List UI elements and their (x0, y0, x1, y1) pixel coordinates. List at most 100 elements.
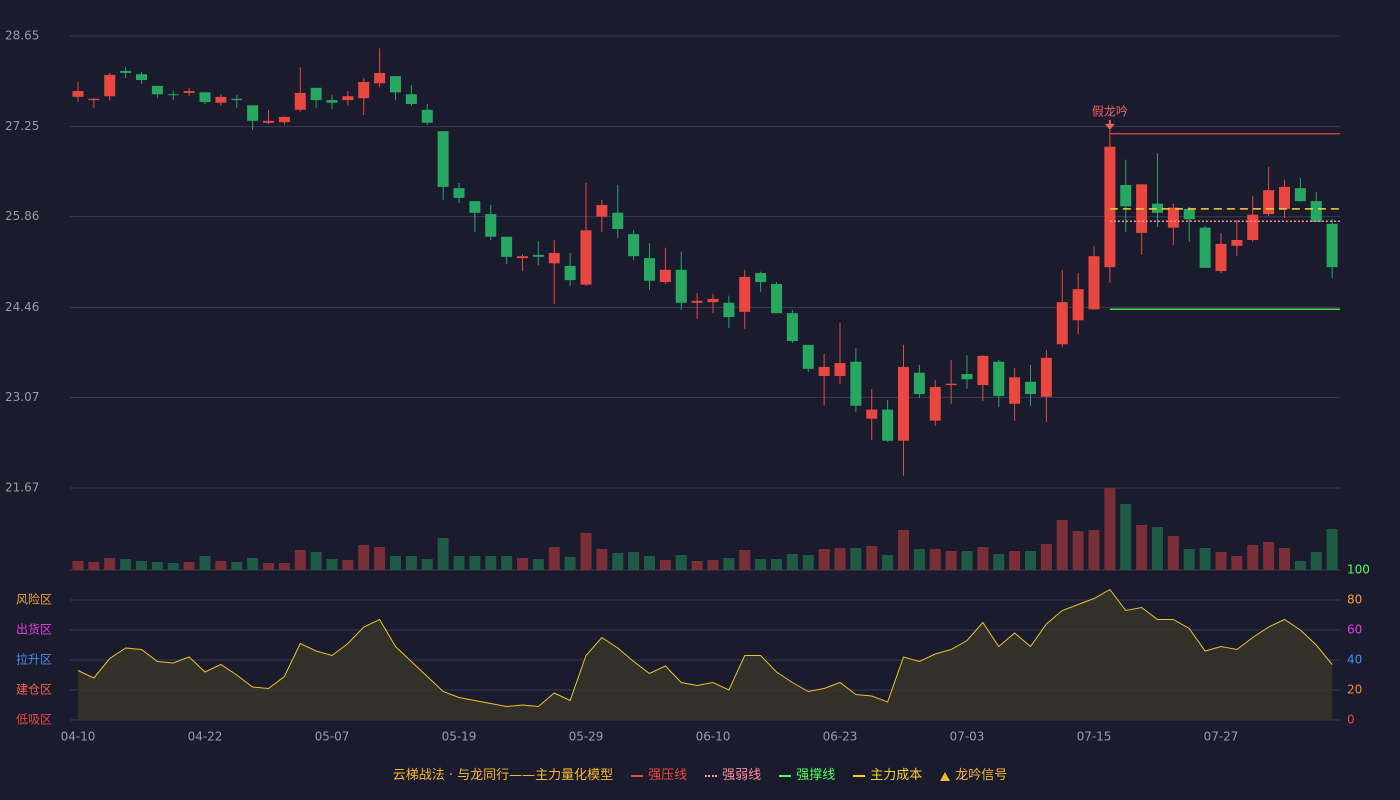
volume-bar (374, 547, 386, 570)
x-tick-label: 05-29 (569, 730, 604, 744)
candle-body (802, 344, 814, 369)
candle-body (199, 92, 211, 103)
indicator-line (77, 588, 1333, 708)
volume-bar (898, 530, 909, 570)
volume-bar (548, 547, 560, 570)
legend-swatch (853, 775, 866, 777)
volume-bar (532, 559, 544, 570)
candle-body (675, 269, 687, 303)
candle-body (120, 70, 132, 73)
volume-bar (675, 555, 687, 570)
volume-bar (1326, 529, 1338, 570)
zone-label: 风险区 (16, 592, 52, 607)
candle-body (294, 92, 306, 110)
candle-body (1025, 381, 1036, 395)
volume-bar (358, 545, 370, 570)
volume-bar (1199, 548, 1211, 570)
candle-body (771, 284, 782, 314)
volume-bar (564, 557, 576, 570)
candle-body (1231, 239, 1243, 246)
volume-bar (167, 563, 179, 570)
volume-bar (786, 554, 798, 570)
candle-body (151, 85, 163, 95)
candle-body (215, 96, 227, 103)
volume-bar (263, 563, 274, 570)
signal-arrow (1104, 123, 1115, 130)
candle-body (1088, 256, 1100, 310)
volume-bar (913, 549, 925, 570)
volume-bar (215, 561, 227, 570)
y-tick-label: 21.67 (5, 481, 39, 495)
x-tick-label: 07-27 (1204, 730, 1239, 744)
y-tick-label: 100 (1347, 563, 1370, 577)
candle-body (1294, 188, 1306, 202)
volume-bar (866, 546, 878, 570)
candle-body (167, 94, 179, 96)
volume-bar (1072, 531, 1084, 570)
candle-body (374, 72, 386, 84)
candle-body (993, 361, 1005, 397)
volume-bar (151, 562, 163, 570)
volume-bar (501, 556, 513, 570)
x-tick-label: 06-10 (696, 730, 731, 744)
volume-bar (1294, 561, 1306, 570)
candle-body (580, 230, 592, 285)
candle-body (1009, 377, 1021, 404)
candle-body (469, 201, 481, 213)
volume-bar (405, 556, 417, 570)
zone-label: 低吸区 (16, 713, 52, 727)
candle-body (596, 205, 608, 217)
candle-body (929, 386, 941, 421)
volume-bar (1263, 542, 1275, 570)
candle-body (659, 269, 671, 283)
candle-body (1215, 243, 1227, 272)
volume-bar (199, 556, 211, 570)
legend-swatch (940, 771, 951, 781)
candle-body (961, 374, 973, 380)
candle-body (1120, 184, 1132, 207)
volume-bar (390, 556, 401, 570)
candle-body (72, 91, 84, 97)
legend-label: 强撑线 (796, 768, 836, 783)
candle-body (755, 273, 767, 283)
legend-item: 强弱线 (705, 766, 761, 786)
zone-label: 出货区 (16, 622, 52, 637)
volume-bar (120, 559, 132, 570)
volume-bar (437, 538, 449, 570)
volume-bar (421, 559, 433, 570)
candle-body (1310, 201, 1322, 222)
zone-label: 拉升区 (16, 652, 52, 667)
candle-body (564, 265, 576, 281)
candle-body (1056, 302, 1068, 345)
volume-bar (1215, 552, 1227, 570)
candle-body (1263, 190, 1275, 215)
y-tick-label: 40 (1347, 653, 1362, 667)
candle-body (548, 252, 560, 264)
legend-swatch (631, 775, 644, 777)
candle-body (405, 94, 417, 104)
candle-body (882, 409, 894, 441)
volume-bar (1136, 525, 1148, 570)
y-tick-label: 60 (1347, 623, 1362, 637)
candle-body (231, 98, 243, 101)
volume-bar (723, 558, 735, 570)
y-tick-label: 24.46 (5, 300, 39, 314)
volume-bar (342, 560, 354, 570)
candle-body (532, 254, 544, 257)
candle-body (88, 98, 100, 101)
candle-body (390, 76, 401, 93)
volume-bar (882, 555, 894, 570)
candle-body (1152, 203, 1163, 213)
volume-bar (88, 562, 100, 570)
candle-body (421, 109, 433, 123)
x-tick-label: 04-22 (188, 730, 223, 744)
legend-swatch (779, 775, 792, 777)
volume-bar (707, 560, 719, 570)
volume-bar (453, 556, 465, 570)
candle-body (1040, 357, 1052, 397)
candle-body (358, 81, 370, 99)
volume-bar (278, 563, 290, 570)
candle-body (453, 188, 465, 198)
volume-bar (1310, 552, 1322, 570)
